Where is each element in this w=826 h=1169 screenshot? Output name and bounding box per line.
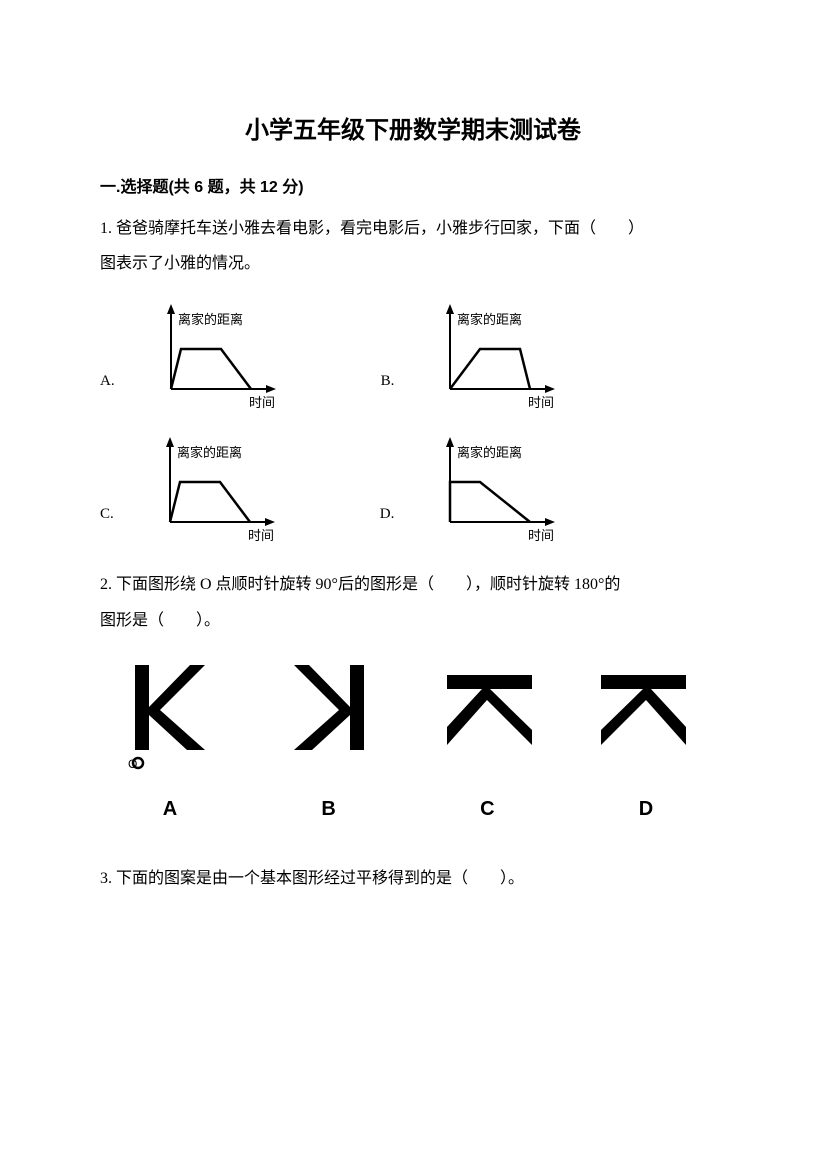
- q1-graph-row-1: A. 离家的距离 时间 B. 离家的距离 时间: [100, 299, 726, 414]
- k-icon-D: [576, 668, 716, 773]
- k-label-D: D: [576, 798, 716, 821]
- k-label-A: A: [100, 798, 240, 821]
- question-3: 3. 下面的图案是由一个基本图形经过平移得到的是（ ）。: [100, 861, 726, 896]
- graph-A-item: A. 离家的距离 时间: [100, 299, 291, 414]
- exam-page: 小学五年级下册数学期末测试卷 一.选择题(共 6 题，共 12 分) 1. 爸爸…: [0, 0, 826, 966]
- k-label-B: B: [259, 798, 399, 821]
- graph-D-item: D. 离家的距离 时间: [380, 432, 571, 547]
- graph-D: 离家的距离 时间: [400, 432, 570, 547]
- k-icon-C: [417, 668, 557, 773]
- graph-xlabel: 时间: [528, 395, 554, 410]
- graph-xlabel: 时间: [528, 528, 554, 543]
- graph-D-label: D.: [380, 506, 395, 547]
- graph-B-label: B.: [381, 373, 395, 414]
- q2-line1: 2. 下面图形绕 O 点顺时针旋转 90°后的图形是（ ），顺时针旋转 180°…: [100, 567, 726, 602]
- k-option-D: D: [576, 668, 716, 821]
- q2-line2: 图形是（ ）。: [100, 603, 726, 638]
- graph-ylabel: 离家的距离: [457, 445, 522, 460]
- graph-A-line: [171, 349, 251, 389]
- graph-C: 离家的距离 时间: [120, 432, 290, 547]
- graph-xlabel: 时间: [248, 528, 274, 543]
- graph-D-line: [450, 482, 530, 522]
- q2-figure-row: O A B: [100, 668, 726, 821]
- k-icon-A: O: [100, 668, 240, 773]
- section-1-header: 一.选择题(共 6 题，共 12 分): [100, 173, 726, 197]
- graph-B-item: B. 离家的距离 时间: [381, 299, 571, 414]
- graph-B-line: [450, 349, 530, 389]
- k-option-B: B: [259, 668, 399, 821]
- q1-graph-row-2: C. 离家的距离 时间 D. 离家的距离 时间: [100, 432, 726, 547]
- graph-A: 离家的距离 时间: [121, 299, 291, 414]
- question-2: 2. 下面图形绕 O 点顺时针旋转 90°后的图形是（ ），顺时针旋转 180°…: [100, 567, 726, 637]
- q1-line2: 图表示了小雅的情况。: [100, 246, 726, 281]
- exam-title: 小学五年级下册数学期末测试卷: [100, 110, 726, 145]
- graph-C-item: C. 离家的距离 时间: [100, 432, 290, 547]
- o-label: O: [128, 757, 137, 771]
- graph-ylabel: 离家的距离: [177, 445, 242, 460]
- graph-ylabel: 离家的距离: [457, 312, 522, 327]
- graph-ylabel: 离家的距离: [178, 312, 243, 327]
- k-option-A: O A: [100, 668, 240, 821]
- k-option-C: C: [417, 668, 557, 821]
- graph-B: 离家的距离 时间: [400, 299, 570, 414]
- question-1: 1. 爸爸骑摩托车送小雅去看电影，看完电影后，小雅步行回家，下面（ ） 图表示了…: [100, 211, 726, 281]
- graph-A-label: A.: [100, 373, 115, 414]
- k-label-C: C: [417, 798, 557, 821]
- graph-C-line: [170, 482, 250, 522]
- graph-C-label: C.: [100, 506, 114, 547]
- graph-xlabel: 时间: [249, 395, 275, 410]
- q1-line1: 1. 爸爸骑摩托车送小雅去看电影，看完电影后，小雅步行回家，下面（ ）: [100, 211, 726, 246]
- q3-text: 3. 下面的图案是由一个基本图形经过平移得到的是（ ）。: [100, 861, 726, 896]
- k-icon-B: [259, 668, 399, 773]
